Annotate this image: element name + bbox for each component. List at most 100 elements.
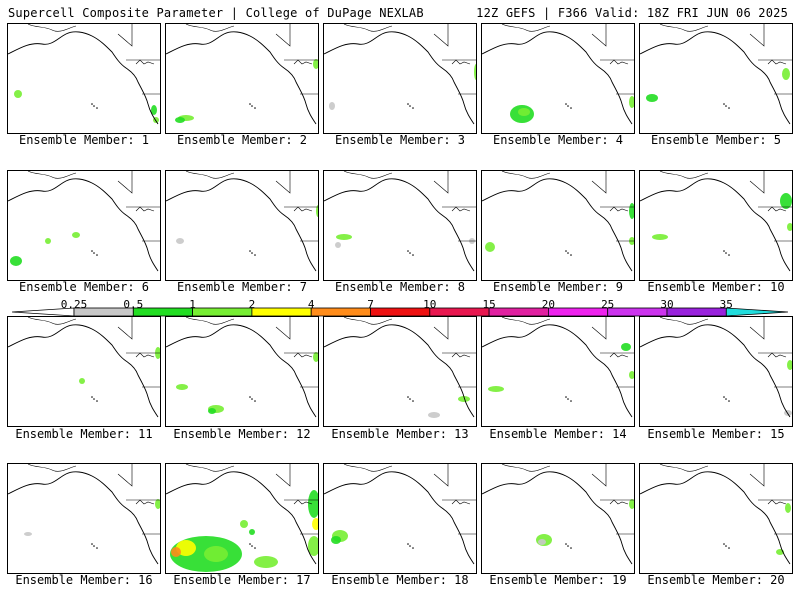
scp-contour	[308, 536, 318, 556]
scp-contour	[780, 193, 792, 209]
scp-contour	[313, 352, 318, 362]
map-panel	[481, 463, 635, 574]
border-line	[343, 464, 393, 472]
border-line	[501, 317, 551, 325]
island	[96, 400, 98, 402]
island	[251, 105, 253, 107]
scp-contour	[488, 386, 504, 392]
border-line	[501, 464, 551, 472]
island	[728, 400, 730, 402]
island	[567, 545, 569, 547]
island	[409, 105, 411, 107]
panel-caption: Ensemble Member: 2	[176, 133, 308, 147]
border-line	[27, 317, 77, 325]
colorbar-label: 30	[660, 298, 674, 311]
island	[91, 543, 93, 545]
island	[249, 396, 251, 398]
border-line	[135, 352, 155, 358]
border-line	[609, 499, 629, 505]
island	[412, 547, 414, 549]
scp-contour	[629, 371, 634, 379]
colorbar-segment	[548, 307, 609, 317]
scp-contour	[329, 102, 335, 110]
island	[254, 107, 256, 109]
border-line	[591, 317, 607, 340]
colorbar-label: 15	[482, 298, 496, 311]
coastline	[166, 324, 317, 418]
map-panel	[165, 23, 319, 134]
border-line	[117, 24, 133, 47]
island	[725, 105, 727, 107]
scp-contour	[79, 378, 85, 384]
panel-caption: Ensemble Member: 8	[334, 280, 466, 294]
island	[91, 250, 93, 252]
colorbar-segment	[666, 307, 727, 317]
island	[725, 252, 727, 254]
coastline	[8, 178, 159, 272]
island	[254, 547, 256, 549]
panel-map	[8, 24, 160, 125]
border-line	[135, 499, 155, 505]
scp-contour	[208, 408, 216, 414]
island	[93, 105, 95, 107]
panel-caption: Ensemble Member: 1	[18, 133, 150, 147]
panel-caption: Ensemble Member: 19	[489, 573, 627, 587]
island	[567, 105, 569, 107]
coastline	[324, 324, 475, 418]
border-line	[609, 352, 629, 358]
island	[570, 400, 572, 402]
panel-caption: Ensemble Member: 14	[489, 427, 627, 441]
border-line	[451, 59, 471, 65]
border-line	[659, 317, 709, 325]
coastline	[640, 471, 791, 565]
map-panel	[481, 170, 635, 281]
border-line	[749, 317, 765, 340]
panel-map	[324, 24, 476, 125]
scp-contour	[518, 108, 530, 116]
scp-contour	[249, 529, 255, 535]
color-scale-bar	[12, 307, 788, 317]
colorbar-label: 25	[601, 298, 615, 311]
panel-map	[324, 317, 476, 418]
scp-contour	[240, 520, 248, 528]
panel-map	[8, 317, 160, 418]
border-line	[343, 24, 393, 32]
border-line	[451, 352, 471, 358]
island	[570, 547, 572, 549]
scp-contour	[171, 547, 181, 557]
island	[96, 107, 98, 109]
coastline	[324, 471, 475, 565]
island	[565, 543, 567, 545]
border-line	[501, 171, 551, 179]
border-line	[451, 499, 471, 505]
panel-map	[166, 317, 318, 418]
scp-contour	[176, 238, 184, 244]
chart-title: Supercell Composite Parameter | College …	[8, 6, 424, 20]
island	[407, 543, 409, 545]
coastline	[482, 324, 633, 418]
island	[725, 545, 727, 547]
island	[412, 107, 414, 109]
scp-contour	[72, 232, 80, 238]
island	[409, 545, 411, 547]
panel-map	[640, 171, 792, 272]
island	[251, 545, 253, 547]
scp-contour	[151, 105, 157, 115]
coastline	[640, 31, 791, 125]
panel-caption: Ensemble Member: 9	[492, 280, 624, 294]
map-panel	[165, 316, 319, 427]
island	[728, 107, 730, 109]
map-panel	[639, 23, 793, 134]
scp-contour	[621, 343, 631, 351]
border-line	[659, 464, 709, 472]
map-panel	[639, 316, 793, 427]
island	[254, 400, 256, 402]
border-line	[501, 24, 551, 32]
coastline	[482, 31, 633, 125]
border-line	[275, 24, 291, 47]
island	[251, 252, 253, 254]
border-line	[135, 59, 155, 65]
border-line	[433, 464, 449, 487]
border-line	[433, 24, 449, 47]
